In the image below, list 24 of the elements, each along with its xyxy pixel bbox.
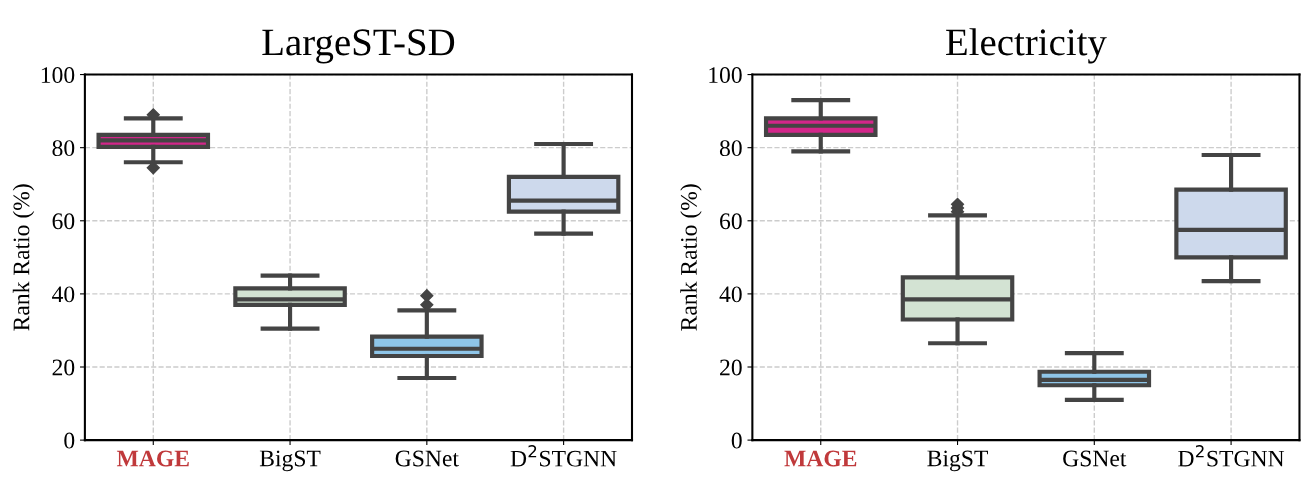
y-tick-label: 40: [719, 286, 742, 303]
y-tick-label: 80: [719, 140, 742, 157]
y-tick-label: 0: [731, 432, 742, 449]
x-tick-label: MAGE: [784, 450, 857, 467]
y-axis-title: Rank Ratio (%): [12, 184, 35, 331]
x-tick-label: MAGE: [116, 450, 189, 467]
y-tick-label: 20: [720, 359, 742, 376]
chart-title: LargeST-SD: [262, 29, 455, 64]
y-axis-title: Rank Ratio (%): [680, 184, 702, 331]
y-tick-label: 100: [41, 67, 75, 83]
x-tick-label: BigST: [927, 450, 988, 472]
x-tick-label: D$^{2}$STGNN: [1178, 445, 1285, 467]
y-tick-label: 0: [64, 432, 75, 449]
y-tick-label: 20: [52, 359, 75, 376]
y-tick-label: 40: [52, 286, 75, 303]
x-tick-label: GSNet: [395, 450, 459, 467]
y-tick-label: 60: [52, 213, 75, 230]
x-tick-label: D$^{2}$STGNN: [510, 445, 617, 467]
x-tick-label: BigST: [259, 450, 321, 472]
y-tick-label: 100: [709, 67, 742, 83]
x-tick-label: GSNet: [1063, 450, 1127, 467]
y-tick-label: 60: [720, 213, 742, 230]
chart-title: Electricity: [946, 28, 1107, 64]
y-tick-label: 80: [52, 140, 75, 157]
